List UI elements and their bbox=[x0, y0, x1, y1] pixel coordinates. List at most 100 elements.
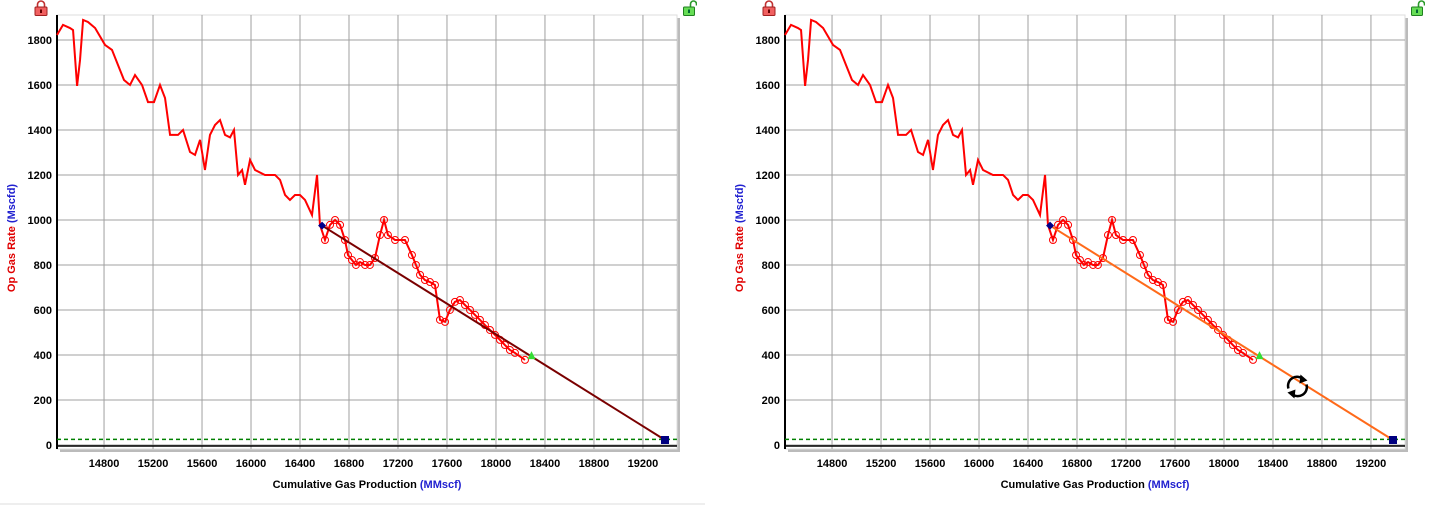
selected-data-point bbox=[430, 280, 439, 289]
selected-data-point bbox=[441, 317, 450, 326]
selected-data-point bbox=[1148, 276, 1157, 285]
selected-data-point bbox=[1163, 315, 1172, 324]
y-tick-label: 1400 bbox=[28, 125, 52, 137]
selected-data-point bbox=[407, 251, 416, 260]
y-tick-label: 400 bbox=[34, 350, 52, 362]
forecast-line[interactable] bbox=[1049, 224, 1394, 441]
selected-data-point bbox=[460, 301, 469, 310]
selected-data-point bbox=[435, 315, 444, 324]
x-tick-label: 18800 bbox=[1307, 458, 1338, 470]
selected-data-point bbox=[1183, 296, 1192, 305]
divider bbox=[0, 503, 705, 505]
y-tick-label: 600 bbox=[34, 305, 52, 317]
fit-start-diamond-handle[interactable] bbox=[1046, 221, 1055, 230]
fit-anchor-triangle-handle[interactable] bbox=[1255, 351, 1264, 360]
selected-data-point bbox=[344, 251, 353, 260]
x-axis-label: Cumulative Gas Production (MMscf) bbox=[1000, 479, 1190, 491]
x-tick-label: 14800 bbox=[817, 458, 848, 470]
selected-data-point bbox=[1199, 310, 1208, 319]
y-tick-label: 0 bbox=[46, 440, 52, 452]
unlocked-padlock-icon[interactable] bbox=[1411, 0, 1425, 16]
selected-data-point bbox=[1048, 235, 1057, 244]
selected-data-point bbox=[485, 325, 494, 334]
selected-data-point bbox=[1111, 231, 1120, 240]
forecast-line[interactable] bbox=[321, 224, 666, 441]
x-tick-label: 15200 bbox=[138, 458, 169, 470]
y-tick-label: 800 bbox=[34, 260, 52, 272]
selected-data-point bbox=[391, 235, 400, 244]
x-tick-label: 18800 bbox=[579, 458, 610, 470]
selected-data-point bbox=[400, 235, 409, 244]
fit-start-diamond-handle[interactable] bbox=[318, 221, 327, 230]
plot-area bbox=[784, 14, 1406, 450]
x-tick-label: 18000 bbox=[1209, 458, 1240, 470]
rate-series-line bbox=[56, 18, 526, 361]
selected-data-point bbox=[1194, 305, 1203, 314]
chart-plot[interactable]: 14800 15200 15600 16000 16400 16800 17200 17600… bbox=[0, 0, 725, 500]
locked-padlock-icon[interactable] bbox=[34, 0, 48, 16]
selected-data-point bbox=[370, 253, 379, 262]
selected-data-point bbox=[1059, 215, 1068, 224]
selected-data-point bbox=[1188, 301, 1197, 310]
selected-data-point bbox=[1139, 260, 1148, 269]
selected-data-point bbox=[351, 260, 360, 269]
fit-anchor-triangle-handle[interactable] bbox=[527, 351, 536, 360]
decline-chart-right[interactable]: 14800 15200 15600 16000 16400 16800 17200 17600… bbox=[728, 0, 1450, 500]
selected-data-point bbox=[500, 341, 509, 350]
y-tick-label: 1800 bbox=[28, 35, 52, 47]
selected-data-point bbox=[455, 296, 464, 305]
chart-plot[interactable]: 14800 15200 15600 16000 16400 16800 17200 17600… bbox=[728, 0, 1450, 500]
selected-data-point bbox=[331, 215, 340, 224]
y-tick-label: 200 bbox=[34, 395, 52, 407]
selected-data-point bbox=[361, 260, 370, 269]
x-tick-label: 17200 bbox=[1111, 458, 1142, 470]
selected-data-point bbox=[510, 348, 519, 357]
x-tick-label: 17600 bbox=[1160, 458, 1191, 470]
decline-chart-left[interactable]: 14800 15200 15600 16000 16400 16800 17200 17600… bbox=[0, 0, 725, 500]
fit-end-square-handle[interactable] bbox=[660, 436, 669, 445]
x-tick-label: 14800 bbox=[89, 458, 120, 470]
y-tick-label: 400 bbox=[762, 350, 780, 362]
y-tick-label: 1200 bbox=[28, 170, 52, 182]
selected-data-point bbox=[1068, 235, 1077, 244]
x-tick-label: 18000 bbox=[481, 458, 512, 470]
selected-data-point bbox=[380, 215, 389, 224]
y-tick-label: 1600 bbox=[28, 80, 52, 92]
selected-data-point bbox=[1089, 260, 1098, 269]
x-tick-label: 19200 bbox=[1356, 458, 1387, 470]
x-tick-label: 16800 bbox=[1062, 458, 1093, 470]
y-tick-label: 1400 bbox=[756, 125, 780, 137]
selected-data-point bbox=[365, 260, 374, 269]
rotate-icon[interactable] bbox=[1286, 374, 1309, 399]
fit-end-square-handle[interactable] bbox=[1388, 436, 1397, 445]
y-tick-label: 600 bbox=[762, 305, 780, 317]
x-tick-label: 16800 bbox=[334, 458, 365, 470]
selected-data-point bbox=[336, 220, 345, 229]
selected-data-point bbox=[1064, 220, 1073, 229]
selected-data-point bbox=[411, 260, 420, 269]
selected-data-point bbox=[1228, 341, 1237, 350]
selected-data-point bbox=[383, 231, 392, 240]
selected-data-point bbox=[1054, 220, 1063, 229]
x-tick-label: 17600 bbox=[432, 458, 463, 470]
x-tick-label: 19200 bbox=[628, 458, 659, 470]
x-tick-label: 16400 bbox=[285, 458, 316, 470]
selected-data-point bbox=[320, 235, 329, 244]
selected-data-point bbox=[1119, 235, 1128, 244]
selected-data-point bbox=[1213, 325, 1222, 334]
plot-area bbox=[56, 14, 678, 450]
x-tick-label: 15600 bbox=[915, 458, 946, 470]
selected-data-point bbox=[471, 310, 480, 319]
selected-data-point bbox=[347, 256, 356, 265]
x-tick-label: 18400 bbox=[530, 458, 561, 470]
selected-data-point bbox=[1249, 355, 1258, 364]
selected-data-point bbox=[1072, 251, 1081, 260]
x-tick-label: 16400 bbox=[1013, 458, 1044, 470]
selected-data-point bbox=[521, 355, 530, 364]
y-axis-label: Op Gas Rate (Mscfd) bbox=[734, 183, 746, 293]
y-tick-label: 0 bbox=[774, 440, 780, 452]
y-tick-label: 1800 bbox=[756, 35, 780, 47]
unlocked-padlock-icon[interactable] bbox=[683, 0, 697, 16]
locked-padlock-icon[interactable] bbox=[762, 0, 776, 16]
selected-data-point bbox=[1144, 270, 1153, 279]
